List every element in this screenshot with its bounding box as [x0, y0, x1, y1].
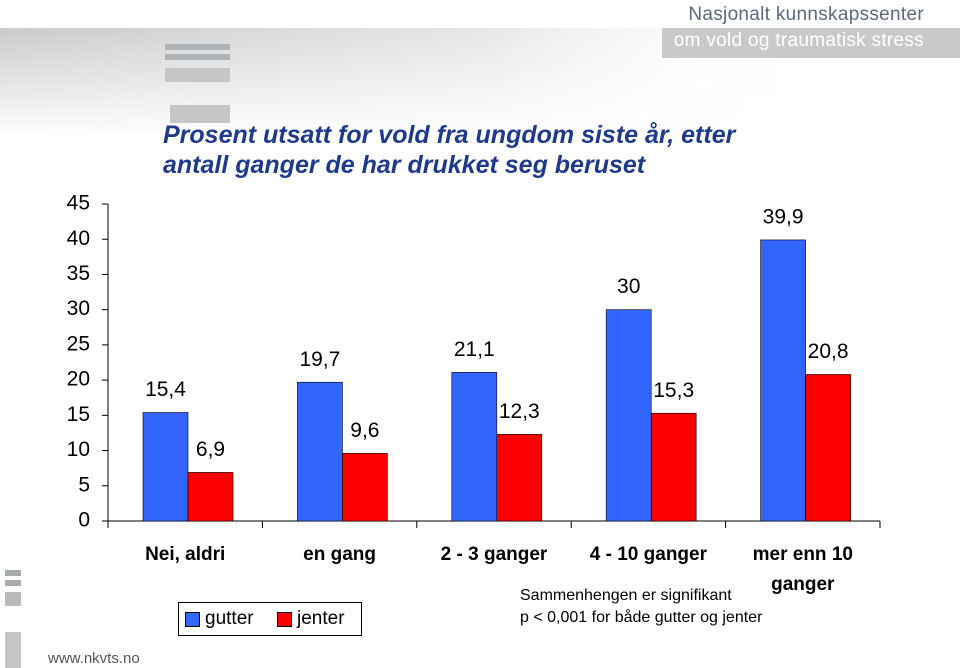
legend: gutter jenter: [178, 602, 362, 636]
x-tick-label: 4 - 10 ganger: [589, 544, 707, 565]
bar: [187, 472, 234, 522]
legend-label: gutter: [205, 608, 254, 629]
y-tick-label: 30: [67, 297, 90, 320]
legend-swatch: [277, 612, 292, 627]
legend-label: jenter: [297, 608, 345, 629]
bar: [451, 372, 498, 522]
y-tick-label: 15: [67, 403, 90, 426]
data-label: 12,3: [499, 400, 540, 423]
annotation: p < 0,001 for både gutter og jenter: [520, 609, 763, 626]
footer: www.nkvts.no: [48, 650, 140, 667]
bar: [650, 412, 697, 522]
bar: [297, 381, 343, 522]
bar: [805, 374, 851, 522]
bar: [342, 453, 388, 522]
logo-line: Nasjonalt kunnskapssenter: [688, 4, 924, 25]
y-tick-label: 25: [67, 332, 90, 355]
y-tick-label: 5: [78, 473, 90, 496]
x-tick-label: 2 - 3 ganger: [440, 544, 548, 565]
bar: [760, 239, 806, 522]
bar: [496, 434, 543, 522]
data-label: 20,8: [808, 340, 849, 363]
y-tick-label: 0: [78, 509, 90, 532]
logo-line: om vold og traumatisk stress: [673, 30, 924, 51]
bar: [605, 309, 652, 522]
bar: [142, 412, 189, 522]
y-tick-label: 20: [67, 368, 90, 391]
data-label: 15,4: [145, 378, 186, 401]
data-label: 15,3: [653, 379, 694, 402]
data-label: 6,9: [196, 438, 225, 461]
chart-title: Prosent utsatt for vold fra ungdom siste…: [163, 121, 736, 179]
y-tick-label: 35: [67, 262, 90, 285]
annotation: Sammenhengen er signifikant: [520, 587, 732, 604]
y-tick-label: 45: [67, 192, 90, 215]
data-label: 19,7: [299, 348, 340, 371]
data-label: 21,1: [454, 338, 495, 361]
legend-swatch: [185, 612, 200, 627]
y-tick-label: 10: [67, 438, 90, 461]
x-tick-label: Nei, aldri: [145, 544, 226, 565]
data-label: 30: [617, 275, 640, 298]
x-tick-label: en gang: [303, 544, 377, 565]
y-tick-label: 40: [67, 227, 90, 250]
x-tick-label: mer enn 10 ganger: [752, 544, 853, 595]
data-label: 9,6: [350, 419, 379, 442]
data-label: 39,9: [763, 205, 804, 228]
